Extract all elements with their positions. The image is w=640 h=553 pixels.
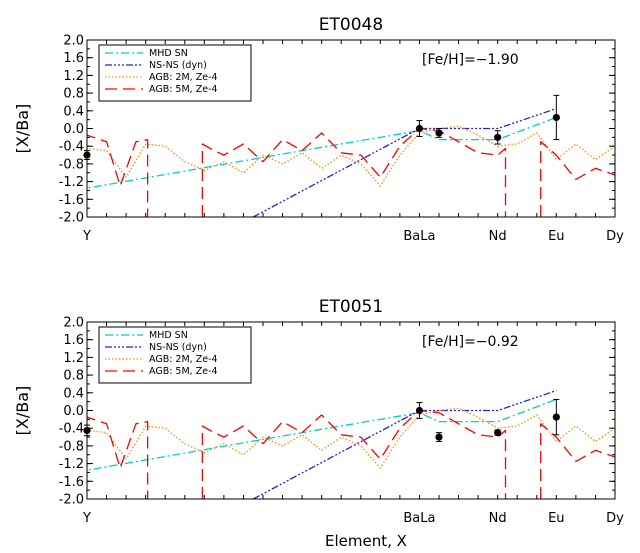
series-line-mhd-sn	[87, 398, 557, 471]
legend-box	[98, 326, 252, 384]
y-tick-label: -0.8	[59, 439, 84, 454]
legend-label: NS-NS (dyn)	[149, 60, 207, 71]
x-tick-label: BaLa	[403, 229, 435, 244]
x-tick-label: Dy	[606, 511, 624, 526]
y-tick-label: -1.2	[59, 457, 84, 472]
y-tick-label: 1.2	[63, 69, 84, 84]
y-tick-label: 1.6	[63, 51, 84, 66]
plot-frame	[86, 39, 616, 218]
plot-frame	[86, 321, 616, 500]
x-tick-label: Nd	[489, 229, 507, 244]
legend-label: AGB: 5M, Ze-4	[149, 84, 218, 95]
y-tick-label: 2.0	[63, 34, 84, 49]
y-tick-label: -0.8	[59, 157, 84, 172]
data-point	[552, 113, 560, 122]
x-tick-label: BaLa	[403, 511, 435, 526]
data-point	[435, 129, 443, 137]
y-tick-label: 0.8	[63, 87, 84, 102]
legend-label: MHD SN	[149, 330, 188, 341]
x-tick-label: Y	[82, 229, 91, 244]
x-tick-label: Y	[82, 511, 91, 526]
metallicity-annotation: [Fe/H]=−0.92	[422, 334, 519, 350]
x-tick-label: Eu	[548, 229, 564, 244]
y-tick-label: 0.0	[63, 404, 84, 419]
x-tick-label: Eu	[548, 511, 564, 526]
x-tick-label: Nd	[489, 511, 507, 526]
legend-label: AGB: 2M, Ze-4	[149, 354, 218, 365]
y-tick-label: -1.2	[59, 175, 84, 190]
legend-label: AGB: 2M, Ze-4	[149, 72, 218, 83]
y-tick-label: 0.4	[63, 386, 84, 401]
y-axis-label: [X/Ba]	[13, 386, 32, 436]
data-point	[415, 124, 424, 133]
panel-title: ET0048	[319, 15, 383, 35]
panel-title: ET0051	[319, 297, 383, 317]
y-tick-label: 0.0	[63, 122, 84, 137]
series-group	[87, 107, 615, 217]
y-tick-label: -2.0	[59, 493, 84, 508]
legend-box	[98, 44, 252, 102]
series-line-mhd-sn	[87, 116, 557, 189]
x-axis-label: Element, X	[325, 532, 407, 550]
legend-label: MHD SN	[149, 48, 188, 59]
y-tick-label: -0.4	[59, 422, 84, 437]
series-line-agb-2m-ze-4	[87, 125, 615, 187]
y-tick-label: 0.4	[63, 104, 84, 119]
x-tick-label: Dy	[606, 229, 624, 244]
legend-label: NS-NS (dyn)	[149, 342, 207, 353]
series-line-ns-ns-dyn-	[252, 389, 557, 499]
data-point	[552, 413, 560, 421]
series-line-agb-5m-ze-4	[87, 409, 615, 499]
metallicity-annotation: [Fe/H]=−1.90	[422, 52, 519, 68]
legend-label: AGB: 5M, Ze-4	[149, 366, 218, 377]
y-tick-label: -1.6	[59, 193, 84, 208]
y-tick-label: -0.4	[59, 140, 84, 155]
series-line-agb-2m-ze-4	[87, 407, 615, 469]
y-tick-label: 0.8	[63, 369, 84, 384]
y-tick-label: 2.0	[63, 316, 84, 331]
y-tick-label: 1.6	[63, 333, 84, 348]
data-point	[415, 406, 424, 415]
data-point	[494, 133, 502, 141]
series-line-ns-ns-dyn-	[252, 107, 557, 217]
panel-et0051: ET0051 [X/Ba] 2.0 1.6 1.2 0.8 0.4 0.0 -0.4 -0.8 -1…	[13, 297, 624, 526]
y-tick-label: -2.0	[59, 211, 84, 226]
y-tick-label: -1.6	[59, 475, 84, 490]
series-line-agb-5m-ze-4	[87, 127, 615, 217]
data-point	[435, 433, 443, 441]
y-axis-label: [X/Ba]	[13, 104, 32, 154]
panel-et0048: ET0048 [X/Ba] 2.0 1.6 1.2 0.8 0.4 0.0 -0.4 -0.8 -1…	[13, 15, 624, 244]
y-tick-label: 1.2	[63, 351, 84, 366]
series-group	[87, 389, 615, 499]
data-point	[494, 429, 502, 437]
